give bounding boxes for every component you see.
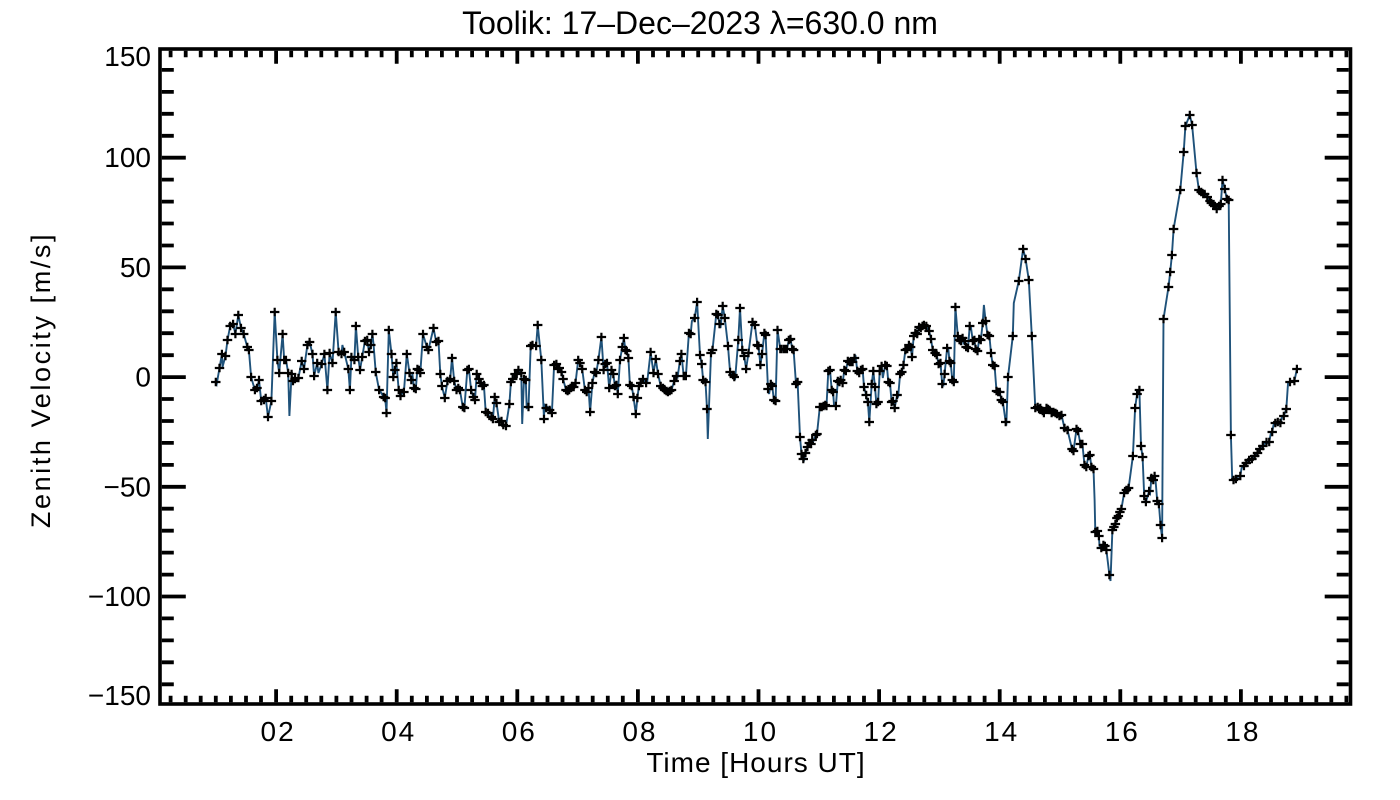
svg-text:06: 06 (502, 716, 537, 747)
svg-text:Toolik: 17–Dec–2023 λ=630.0 nm: Toolik: 17–Dec–2023 λ=630.0 nm (462, 5, 938, 41)
svg-text:08: 08 (622, 716, 657, 747)
svg-text:Time [Hours UT]: Time [Hours UT] (646, 747, 865, 778)
svg-text:100: 100 (104, 142, 151, 173)
svg-text:18: 18 (1225, 716, 1260, 747)
svg-text:16: 16 (1105, 716, 1140, 747)
svg-text:04: 04 (381, 716, 416, 747)
svg-text:150: 150 (104, 41, 151, 72)
svg-text:02: 02 (261, 716, 296, 747)
svg-text:−150: −150 (88, 680, 151, 711)
svg-text:−100: −100 (88, 581, 151, 612)
svg-text:10: 10 (743, 716, 778, 747)
svg-text:12: 12 (864, 716, 899, 747)
svg-text:−50: −50 (104, 471, 152, 502)
svg-text:0: 0 (135, 362, 151, 393)
svg-text:Zenith Velocity [m/s]: Zenith Velocity [m/s] (26, 232, 56, 528)
svg-text:50: 50 (120, 252, 151, 283)
svg-text:14: 14 (984, 716, 1019, 747)
